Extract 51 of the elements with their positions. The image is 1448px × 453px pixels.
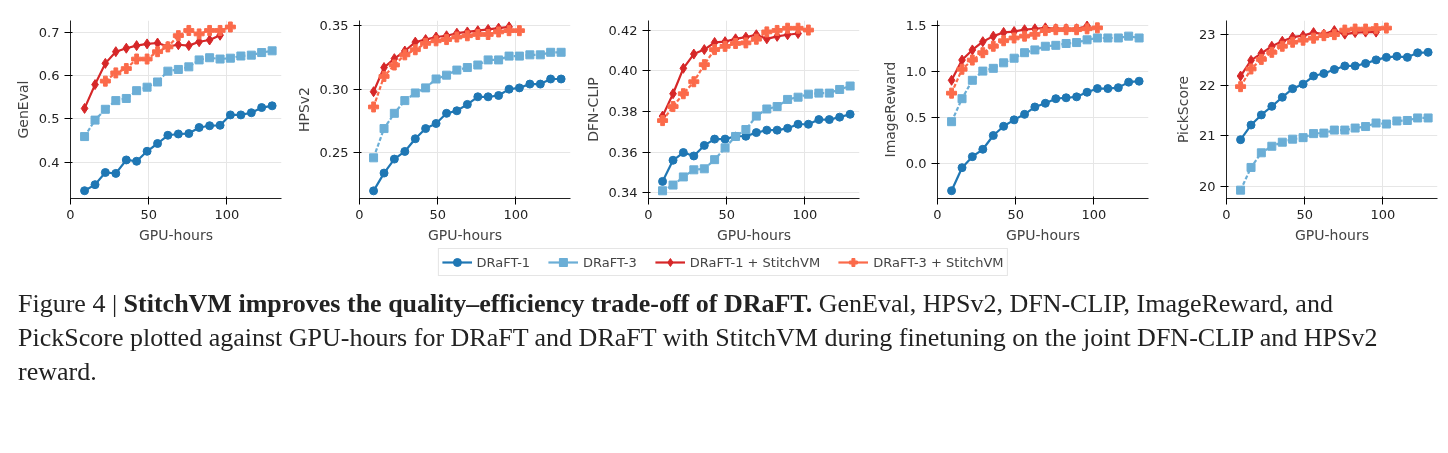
x-tick-label: 100 — [214, 206, 240, 222]
x-tick-label: 50 — [140, 206, 157, 222]
x-tick-label: 100 — [1370, 206, 1396, 222]
caption: Figure 4 | — [18, 289, 118, 318]
y-tick-label: 0.38 — [608, 103, 638, 119]
y-tick-label: 0.34 — [608, 185, 638, 201]
y-axis-title: PickScore — [1174, 75, 1191, 144]
x-tick-label: 50 — [1007, 206, 1024, 222]
y-tick-label: 0.42 — [608, 22, 638, 38]
y-tick-label: 22 — [1198, 77, 1216, 93]
legend-label: DRaFT-3 — [583, 254, 637, 270]
x-tick-label: 50 — [718, 206, 735, 222]
y-tick-label: 0.30 — [319, 81, 349, 97]
legend-label: DRaFT-3 + StitchVM — [873, 254, 1004, 270]
x-tick-label: 100 — [1081, 206, 1107, 222]
x-tick-label: 100 — [792, 206, 818, 222]
y-tick-label: 0.7 — [38, 24, 60, 40]
y-axis-title: GenEval — [14, 80, 31, 139]
legend-label: DRaFT-1 + StitchVM — [689, 254, 821, 270]
x-axis-title: GPU-hours — [1006, 226, 1080, 243]
x-tick-label: 0 — [644, 206, 653, 222]
y-tick-label: 20 — [1198, 178, 1216, 194]
y-tick-label: 0.35 — [319, 18, 349, 34]
y-tick-label: 0.36 — [608, 144, 638, 160]
y-tick-label: 0.6 — [38, 68, 60, 83]
x-axis-title: GPU-hours — [139, 226, 213, 243]
y-tick-label: 1.0 — [905, 63, 927, 79]
x-tick-label: 0 — [66, 206, 75, 222]
x-tick-label: 0 — [1222, 206, 1231, 222]
y-tick-label: 0.4 — [38, 154, 60, 170]
y-axis-title: DFN-CLIP — [584, 77, 601, 142]
x-tick-label: 0 — [933, 206, 942, 222]
y-axis-title: ImageReward — [881, 61, 898, 158]
y-tick-label: 1.5 — [905, 17, 927, 33]
y-tick-label: 23 — [1198, 27, 1216, 43]
x-axis-title: GPU-hours — [1295, 226, 1369, 243]
x-axis-title: GPU-hours — [428, 226, 502, 243]
y-tick-label: 0.5 — [38, 111, 60, 127]
y-axis-title: HPSv2 — [295, 86, 312, 133]
x-tick-label: 50 — [429, 206, 446, 222]
text: StitchVM improves the quality–efficiency trade-off of DRaFT. — [123, 289, 813, 318]
x-tick-label: 0 — [355, 206, 364, 222]
y-tick-label: 0.0 — [905, 155, 927, 171]
x-tick-label: 100 — [503, 206, 529, 222]
x-tick-label: 50 — [1296, 206, 1313, 222]
legend-label: DRaFT-1 — [476, 254, 531, 270]
y-tick-label: 0.25 — [319, 145, 349, 161]
y-tick-label: 21 — [1198, 128, 1216, 144]
y-tick-label: 0.5 — [905, 109, 927, 125]
x-axis-title: GPU-hours — [717, 226, 791, 243]
y-tick-label: 0.40 — [608, 63, 638, 79]
